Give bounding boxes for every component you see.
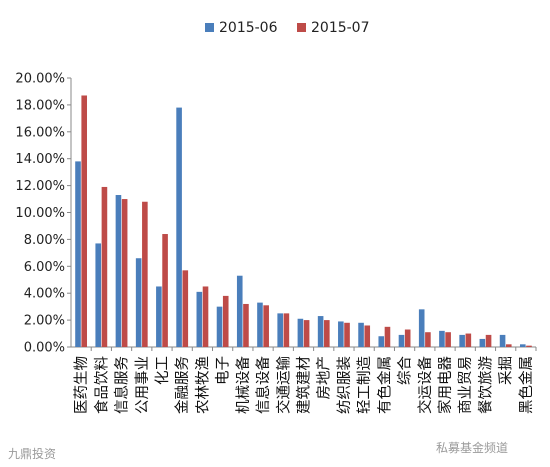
x-category-label: 房地产 — [316, 356, 333, 400]
bar-2015-06-黑色金属 — [519, 344, 526, 347]
bar-2015-07-建筑建材 — [303, 320, 310, 347]
x-category-label: 有色金属 — [376, 356, 393, 414]
y-tick-label: 18.00% — [15, 98, 65, 113]
bar-2015-07-房地产 — [324, 320, 330, 347]
x-category-label: 商业贸易 — [457, 356, 474, 414]
bar-2015-06-信息服务 — [115, 195, 122, 347]
y-tick-label: 16.00% — [15, 125, 65, 140]
bar-2015-07-医药生物 — [81, 95, 88, 347]
x-category-label: 交运设备 — [416, 356, 434, 414]
x-category-label: 轻工制造 — [356, 356, 373, 414]
bar-2015-06-信息设备 — [257, 302, 263, 347]
bar-2015-07-金融服务 — [182, 270, 189, 347]
x-category-label: 农林牧渔 — [194, 356, 211, 414]
bar-2015-06-机械设备 — [236, 275, 243, 347]
bar-2015-07-农林牧渔 — [202, 286, 209, 347]
x-category-label: 机械设备 — [235, 356, 252, 414]
bar-2015-06-医药生物 — [75, 161, 81, 347]
bar-2015-07-商业贸易 — [465, 333, 472, 347]
x-category-label: 黑色金属 — [518, 356, 535, 414]
x-category-label: 采掘 — [498, 356, 515, 385]
x-category-label: 纺织服装 — [336, 356, 353, 414]
y-tick-label: 4.00% — [24, 287, 65, 302]
bar-2015-06-餐饮旅游 — [479, 338, 486, 347]
legend-swatch-2015-07 — [297, 23, 306, 32]
bar-2015-07-家用电器 — [445, 332, 451, 347]
bar-2015-07-信息服务 — [121, 199, 128, 347]
y-tick-label: 20.00% — [15, 72, 65, 87]
bar-2015-07-黑色金属 — [526, 345, 532, 347]
bar-2015-07-机械设备 — [243, 303, 249, 347]
x-category-label: 化工 — [154, 356, 171, 385]
x-category-label: 金融服务 — [174, 356, 191, 414]
category-labels: 医药生物 食品饮料 信息服务 公用事业 化工 金融服务 农林牧渔 电子 机械设备 信息设备 交通运输… — [73, 356, 535, 414]
bar-2015-06-公用事业 — [135, 258, 142, 347]
bar-2015-06-轻工制造 — [358, 322, 364, 347]
bar-2015-07-化工 — [162, 234, 168, 347]
y-tick-label: 6.00% — [24, 260, 65, 275]
bar-2015-07-交运设备 — [425, 332, 431, 347]
bar-2015-06-采掘 — [499, 334, 506, 347]
bar-2015-07-轻工制造 — [364, 325, 371, 347]
y-tick-label: 2.00% — [24, 314, 65, 329]
bar-2015-07-综合 — [404, 329, 411, 347]
bars — [75, 95, 532, 347]
bar-2015-06-金融服务 — [176, 107, 182, 347]
bar-2015-07-信息设备 — [263, 305, 269, 347]
bar-2015-06-房地产 — [317, 316, 324, 347]
y-tick-label: 14.00% — [15, 152, 65, 167]
y-tick-label: 0.00% — [24, 341, 65, 356]
bar-2015-06-交通运输 — [277, 313, 283, 347]
y-tick-label: 12.00% — [15, 179, 65, 194]
bar-2015-06-食品饮料 — [95, 243, 102, 347]
bar-2015-07-餐饮旅游 — [485, 334, 492, 347]
y-tick-label: 8.00% — [24, 233, 65, 248]
bar-2015-07-食品饮料 — [101, 186, 108, 347]
x-category-label: 交通运输 — [274, 356, 292, 414]
bar-2015-06-纺织服装 — [338, 321, 344, 347]
watermark-left: 九鼎投资 — [8, 446, 56, 461]
x-category-label: 家用电器 — [437, 356, 454, 414]
legend-swatch-2015-06 — [205, 23, 214, 32]
bar-2015-07-采掘 — [505, 344, 512, 347]
bar-2015-07-交通运输 — [283, 313, 290, 347]
bar-2015-07-纺织服装 — [344, 322, 350, 347]
x-category-label: 信息服务 — [114, 356, 131, 414]
y-tick-label: 10.00% — [15, 206, 65, 221]
bar-2015-07-电子 — [222, 295, 229, 347]
bar-2015-06-家用电器 — [439, 330, 445, 347]
x-category-label: 医药生物 — [73, 356, 90, 414]
x-category-label: 餐饮旅游 — [477, 356, 494, 414]
bar-2015-06-农林牧渔 — [196, 291, 203, 347]
bar-2015-06-化工 — [156, 286, 162, 347]
legend: 2015-06 2015-07 — [205, 20, 370, 36]
bar-2015-06-综合 — [398, 334, 405, 347]
bar-2015-06-商业贸易 — [459, 334, 465, 347]
legend-label-2015-07: 2015-07 — [311, 20, 370, 36]
bar-2015-06-电子 — [216, 306, 223, 347]
bar-2015-07-有色金属 — [384, 326, 391, 347]
watermarks: 九鼎投资 私募基金频道 — [8, 440, 508, 461]
x-category-label: 综合 — [397, 356, 414, 385]
x-category-label: 信息设备 — [255, 356, 272, 414]
x-category-label: 食品饮料 — [93, 356, 110, 414]
x-category-label: 公用事业 — [134, 356, 151, 414]
x-category-label: 建筑建材 — [296, 356, 313, 414]
x-category-label: 电子 — [215, 356, 232, 385]
bar-2015-06-建筑建材 — [297, 318, 304, 347]
watermark-right: 私募基金频道 — [436, 440, 508, 455]
axes: 0.00% 2.00% 4.00% 6.00% 8.00% 10.00% 12.00% 14.… — [15, 72, 537, 356]
bar-2015-06-有色金属 — [378, 336, 385, 347]
bar-2015-07-公用事业 — [142, 201, 148, 347]
legend-label-2015-06: 2015-06 — [219, 20, 278, 36]
bar-2015-06-交运设备 — [418, 309, 425, 347]
